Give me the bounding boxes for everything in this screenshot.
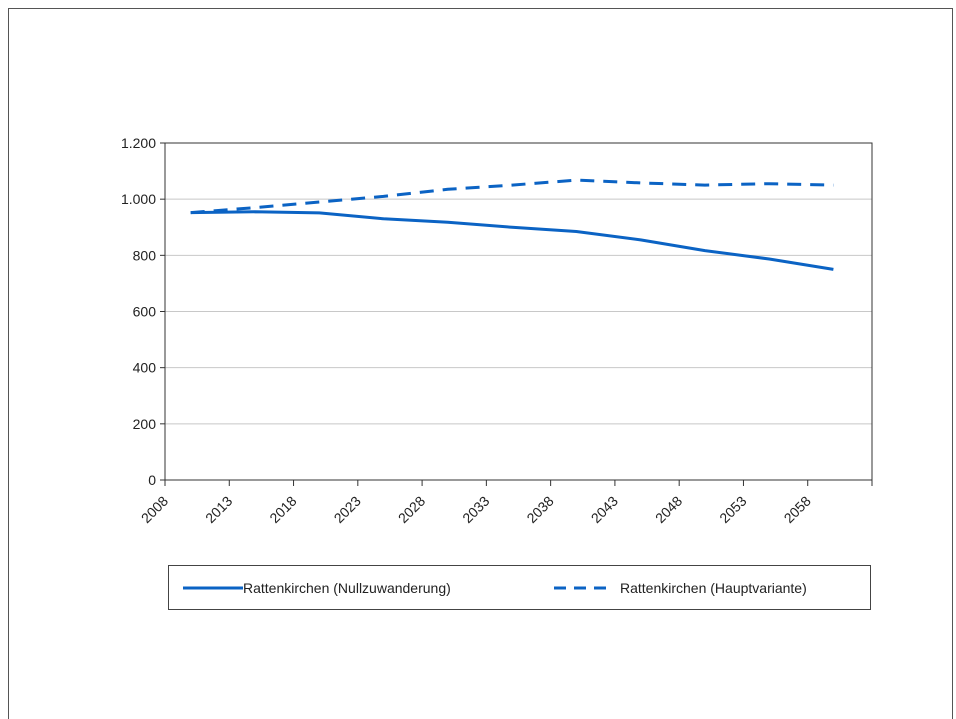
y-axis: 0 200 400 600 800 1.000 1.200 bbox=[121, 135, 165, 488]
chart-frame bbox=[8, 8, 953, 719]
x-tick-label: 2023 bbox=[331, 493, 364, 526]
legend-swatch-dashed bbox=[554, 586, 614, 589]
legend: Rattenkirchen (Nullzuwanderung) Rattenki… bbox=[168, 565, 871, 610]
x-tick-label: 2028 bbox=[395, 493, 428, 526]
series-lines bbox=[190, 178, 834, 271]
y-tick-label: 0 bbox=[148, 472, 156, 488]
x-tick-label: 2038 bbox=[523, 493, 556, 526]
x-tick-label: 2018 bbox=[266, 493, 299, 526]
legend-label: Rattenkirchen (Nullzuwanderung) bbox=[243, 579, 451, 596]
x-tick-label: 2008 bbox=[138, 493, 171, 526]
y-tick-label: 1.000 bbox=[121, 191, 156, 207]
series-line-nullzuwanderung bbox=[190, 210, 834, 271]
y-tick-label: 600 bbox=[133, 304, 157, 320]
legend-item-hauptvariante: Rattenkirchen (Hauptvariante) bbox=[554, 566, 807, 609]
x-axis: 2008 2013 2018 2023 2028 2033 2038 2043 2048 2053… bbox=[138, 480, 873, 526]
legend-label: Rattenkirchen (Hauptvariante) bbox=[620, 579, 807, 596]
y-tick-label: 1.200 bbox=[121, 135, 156, 151]
x-tick-label: 2058 bbox=[781, 493, 814, 526]
legend-item-nullzuwanderung: Rattenkirchen (Nullzuwanderung) bbox=[183, 566, 451, 609]
x-tick-label: 2013 bbox=[202, 493, 235, 526]
gridlines bbox=[165, 198, 872, 425]
legend-swatch-solid bbox=[183, 586, 243, 589]
x-tick-label: 2053 bbox=[716, 493, 749, 526]
x-tick-label: 2043 bbox=[588, 493, 621, 526]
y-tick-label: 200 bbox=[133, 416, 157, 432]
x-tick-label: 2033 bbox=[459, 493, 492, 526]
series-line-hauptvariante bbox=[190, 178, 834, 215]
y-tick-label: 800 bbox=[133, 247, 157, 263]
y-tick-label: 400 bbox=[133, 360, 157, 376]
x-tick-label: 2048 bbox=[652, 493, 685, 526]
